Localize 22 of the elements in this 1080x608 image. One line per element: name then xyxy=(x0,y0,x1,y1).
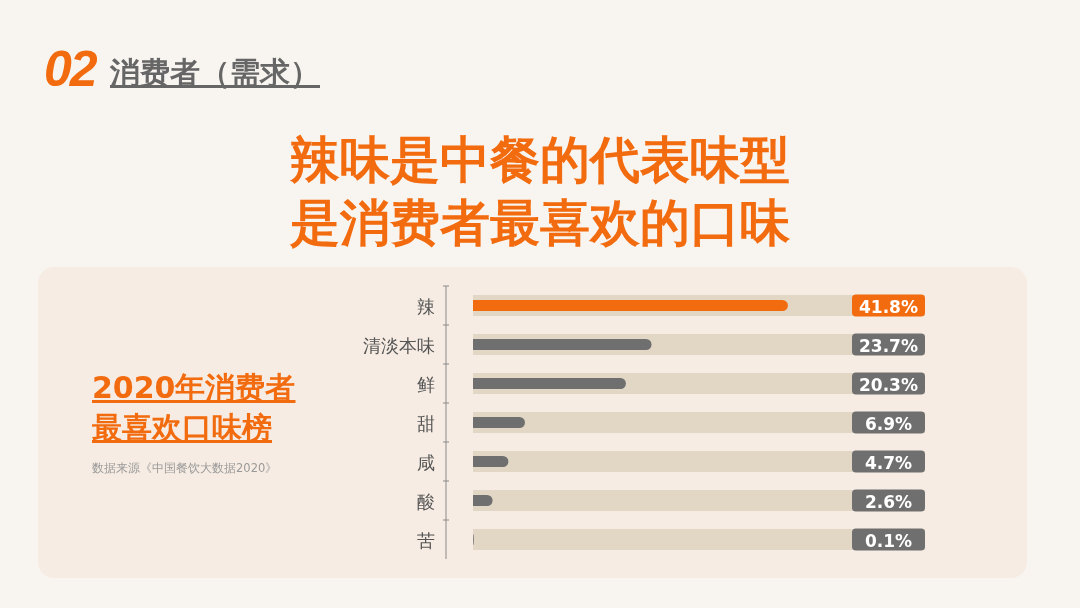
bar xyxy=(473,300,788,311)
data-label: 20.3% xyxy=(859,374,918,395)
y-tick-label: 酸 xyxy=(417,490,435,511)
data-label: 0.1% xyxy=(864,530,913,551)
data-label: 6.9% xyxy=(864,413,913,434)
y-tick-label: 鲜 xyxy=(417,373,435,394)
text: 02 xyxy=(44,41,98,97)
y-tick-label: 咸 xyxy=(417,451,435,472)
y-tick-label: 甜 xyxy=(417,412,435,433)
data-label: 2.6% xyxy=(864,491,913,512)
y-tick-label: 苦 xyxy=(417,529,435,550)
chart-title: 辣味是中餐的代表味型是消费者最喜欢的口味 xyxy=(289,131,791,252)
data-label: 4.7% xyxy=(864,452,913,473)
bar xyxy=(473,339,652,350)
bar xyxy=(473,456,509,467)
y-tick-label: 辣 xyxy=(417,295,435,316)
data-label: 23.7% xyxy=(859,335,918,356)
y-tick-label: 清淡本味 xyxy=(363,334,435,355)
data-label: 41.8% xyxy=(859,296,918,317)
bar xyxy=(473,378,626,389)
source-note: 数据来源《中国餐饮大数据2020》 xyxy=(92,461,278,475)
bar xyxy=(473,417,525,428)
